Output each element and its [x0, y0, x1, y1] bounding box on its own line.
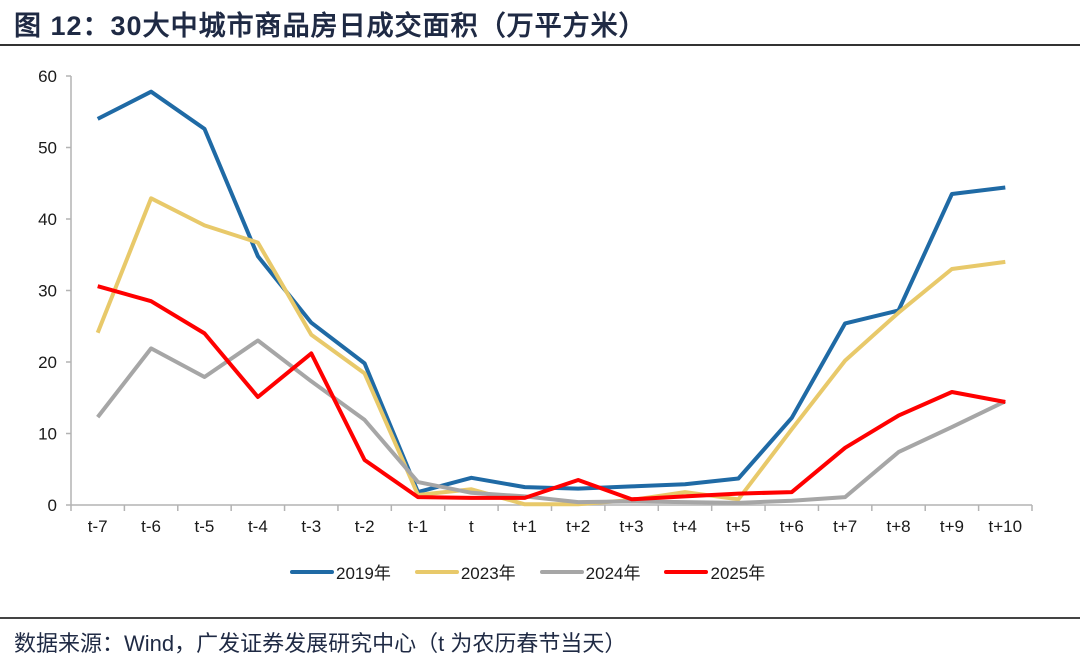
series-line-2023 — [95, 196, 1006, 507]
line-chart: 0 10 20 30 40 50 60 t-7 t-6 t-5 t-4 t-3 t-2 t-1 t t+1 t+… — [38, 67, 1033, 536]
legend-item-2024: 2024年 — [539, 559, 641, 584]
title-divider — [0, 44, 1080, 46]
y-tick-label: 50 — [38, 139, 57, 158]
x-tick-label: t-1 — [408, 517, 428, 536]
x-tick-label: t+4 — [673, 517, 697, 536]
x-tick-label: t+3 — [620, 517, 644, 536]
legend-swatch — [664, 569, 709, 574]
series-line-2025 — [97, 284, 1006, 502]
x-tick-label: t+2 — [566, 517, 590, 536]
x-tick-label: t+7 — [833, 517, 857, 536]
legend-label: 2025年 — [710, 564, 766, 583]
y-tick-label: 20 — [38, 353, 57, 372]
chart-title: 图 12：30大中城市商品房日成交面积（万平方米） — [14, 11, 647, 41]
x-tick-label: t-6 — [141, 517, 161, 536]
legend-label: 2024年 — [585, 564, 641, 583]
chart-axes: 0 10 20 30 40 50 60 t-7 t-6 t-5 t-4 t-3 t-2 t-1 t t+1 t+… — [38, 67, 1033, 536]
legend-swatch — [414, 569, 459, 574]
x-tick-label: t+9 — [940, 517, 964, 536]
y-tick-label: 30 — [38, 282, 57, 301]
data-source-note: 数据来源：Wind，广发证券发展研究中心（t 为农历春节当天） — [14, 631, 627, 656]
legend-item-2019: 2019年 — [290, 559, 391, 584]
series-line-2024 — [96, 338, 1007, 505]
legend-swatch — [290, 569, 334, 574]
chart-series — [95, 89, 1007, 507]
x-tick-label: t-7 — [88, 517, 108, 536]
x-tick-label: t+8 — [886, 517, 910, 536]
chart-legend: 2019年 2023年 2024年 2025年 — [290, 559, 765, 584]
y-tick-label: 60 — [38, 67, 57, 86]
legend-item-2023: 2023年 — [414, 559, 516, 584]
legend-label: 2023年 — [460, 564, 516, 583]
x-tick-label: t+6 — [780, 517, 804, 536]
x-tick-label: t — [469, 517, 474, 536]
x-tick-label: t+10 — [989, 517, 1023, 536]
x-tick-label: t-4 — [248, 517, 268, 536]
legend-item-2025: 2025年 — [664, 559, 765, 584]
x-tick-label: t+1 — [513, 517, 537, 536]
x-tick-label: t+5 — [726, 517, 750, 536]
x-tick-label: t-5 — [195, 517, 215, 536]
x-tick-label: t-2 — [355, 517, 375, 536]
footer-divider — [0, 617, 1080, 619]
y-tick-label: 40 — [38, 210, 57, 229]
x-tick-label: t-3 — [301, 517, 321, 536]
y-tick-label: 0 — [48, 496, 57, 515]
y-tick-label: 10 — [38, 425, 57, 444]
legend-swatch — [539, 569, 584, 574]
legend-label: 2019年 — [336, 564, 391, 583]
